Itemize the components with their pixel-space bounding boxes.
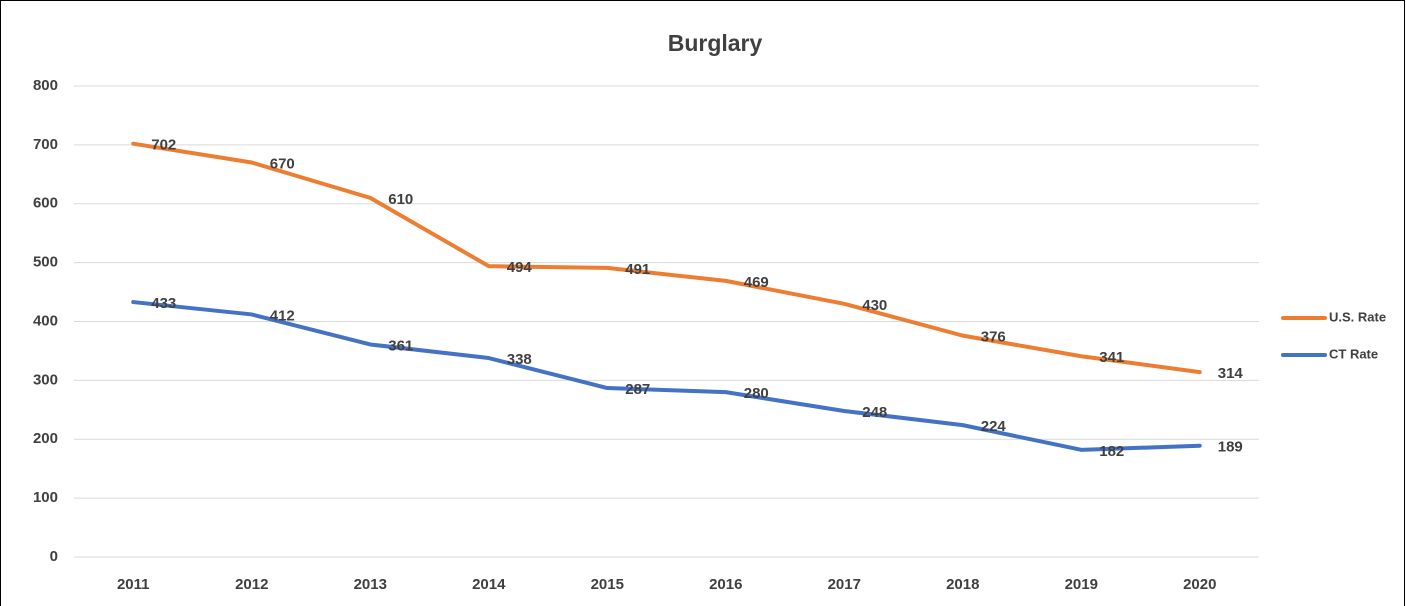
y-tick-label: 400 [33, 312, 58, 329]
data-label: 412 [270, 307, 295, 324]
x-tick-label: 2018 [946, 576, 979, 593]
x-tick-label: 2015 [591, 576, 624, 593]
data-label: 702 [151, 137, 176, 154]
x-tick-label: 2017 [828, 576, 861, 593]
series-line [131, 141, 1202, 375]
x-tick-label: 2011 [117, 576, 150, 593]
data-label: 182 [1099, 443, 1124, 460]
data-label: 248 [862, 404, 887, 421]
x-tick-label: 2012 [235, 576, 268, 593]
data-label: 494 [507, 259, 533, 276]
data-label: 338 [507, 351, 532, 368]
y-tick-label: 500 [33, 254, 58, 271]
legend-label: U.S. Rate [1329, 309, 1386, 324]
x-tick-label: 2014 [472, 576, 506, 593]
data-label: 224 [981, 418, 1007, 435]
x-tick-label: 2013 [354, 576, 387, 593]
data-label: 430 [862, 297, 887, 314]
data-label: 280 [744, 385, 769, 402]
data-label: 314 [1218, 365, 1244, 382]
x-tick-label: 2019 [1065, 576, 1098, 593]
x-tick-label: 2016 [709, 576, 742, 593]
data-label: 341 [1099, 349, 1124, 366]
y-tick-label: 200 [33, 430, 58, 447]
data-label: 670 [270, 156, 295, 173]
y-tick-label: 300 [33, 371, 58, 388]
data-label: 361 [388, 337, 413, 354]
chart-title: Burglary [668, 30, 763, 56]
legend-label: CT Rate [1329, 346, 1378, 361]
y-tick-label: 800 [33, 77, 58, 94]
data-label: 491 [625, 261, 650, 278]
data-label: 376 [981, 329, 1006, 346]
data-label: 189 [1218, 439, 1243, 456]
x-tick-label: 2020 [1183, 576, 1216, 593]
data-label: 469 [744, 274, 769, 291]
y-tick-label: 100 [33, 489, 58, 506]
data-label: 433 [151, 295, 176, 312]
y-tick-label: 700 [33, 136, 58, 153]
series-line [131, 300, 1202, 452]
y-tick-label: 600 [33, 195, 58, 212]
data-label: 287 [625, 381, 650, 398]
y-tick-label: 0 [50, 548, 58, 565]
data-label: 610 [388, 191, 413, 208]
